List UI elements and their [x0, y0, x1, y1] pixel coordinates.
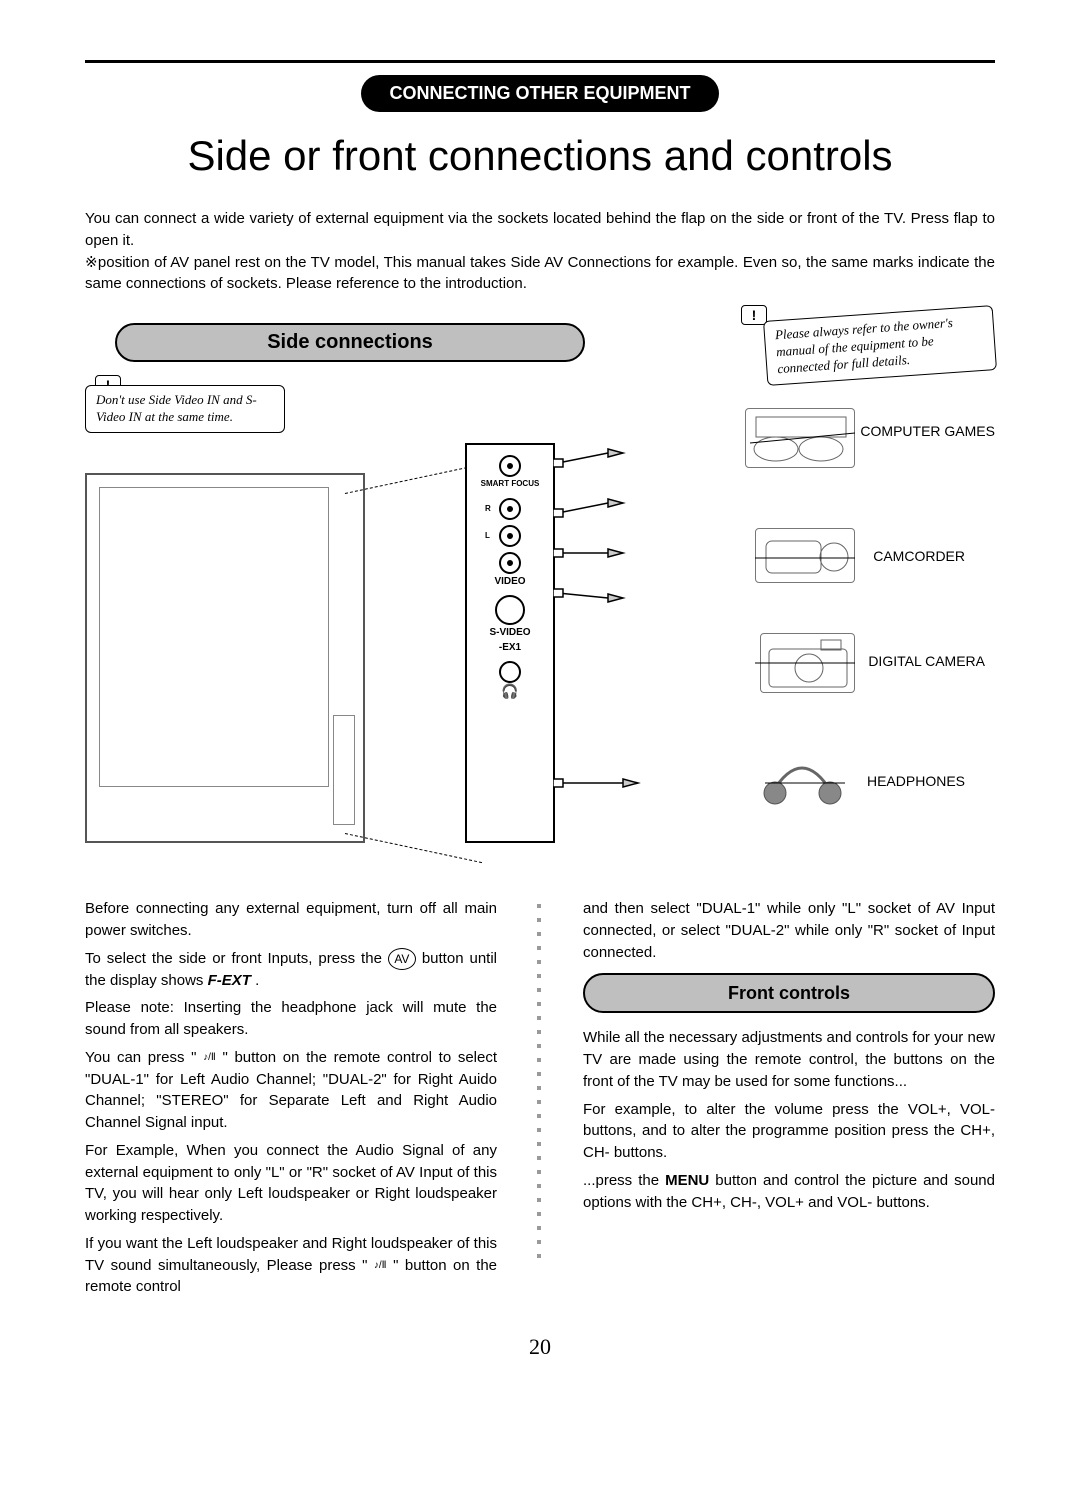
right-p3: For example, to alter the volume press t… — [583, 1099, 995, 1164]
left-p2d: . — [255, 972, 259, 989]
device-games — [745, 408, 855, 468]
note-left: Don't use Side Video IN and S-Video IN a… — [85, 385, 285, 433]
left-p3: Please note: Inserting the headphone jac… — [85, 997, 497, 1041]
left-p5: For Example, When you connect the Audio … — [85, 1140, 497, 1227]
right-p2: While all the necessary adjustments and … — [583, 1027, 995, 1092]
tv-screen — [99, 487, 329, 787]
side-connections-label: Side connections — [115, 323, 585, 362]
left-p2: To select the side or front Inputs, pres… — [85, 948, 497, 992]
top-rule — [85, 60, 995, 63]
jack-svideo — [495, 595, 525, 625]
body-columns: Before connecting any external equipment… — [85, 898, 995, 1304]
tv-side-panel — [333, 715, 355, 825]
note-right: Please always refer to the owner's manua… — [763, 305, 997, 386]
device-digicam — [760, 633, 855, 693]
device-headphones-label: HEADPHONES — [867, 773, 965, 789]
device-camcorder-label: CAMCORDER — [873, 548, 965, 564]
page-number: 20 — [85, 1334, 995, 1360]
dash-line — [345, 464, 482, 494]
left-column: Before connecting any external equipment… — [85, 898, 497, 1304]
jack-video-label: VIDEO — [467, 576, 553, 587]
jack-smartfocus — [499, 455, 521, 477]
jack-svideo-label: S-VIDEO — [467, 627, 553, 638]
left-p2a: To select the side or front Inputs, pres… — [85, 950, 388, 967]
tv-illustration — [85, 473, 365, 843]
jack-headphone — [499, 661, 521, 683]
device-headphones — [760, 753, 845, 808]
device-camcorder — [755, 528, 855, 583]
right-p4: ...press the MENU button and control the… — [583, 1170, 995, 1214]
right-column: and then select "DUAL-1" while only "L" … — [583, 898, 995, 1304]
left-p1: Before connecting any external equipment… — [85, 898, 497, 942]
front-controls-label: Front controls — [583, 973, 995, 1013]
jack-panel: SMART FOCUS R L VIDEO S-VIDEO -EX1 🎧 — [465, 443, 555, 843]
header-pill: CONNECTING OTHER EQUIPMENT — [361, 75, 718, 112]
device-digicam-label: DIGITAL CAMERA — [868, 653, 985, 669]
column-divider — [537, 898, 543, 1304]
left-p2c: F-EXT — [208, 972, 251, 989]
dual-button-icon-2: ♪/Ⅱ — [374, 1261, 387, 1271]
page-title: Side or front connections and controls — [85, 132, 995, 180]
jack-ext-label: -EX1 — [467, 642, 553, 653]
headphone-icon: 🎧 — [467, 683, 553, 700]
dash-line — [345, 833, 482, 863]
left-p4: You can press " ♪/Ⅱ " button on the remo… — [85, 1047, 497, 1134]
right-p1: and then select "DUAL-1" while only "L" … — [583, 898, 995, 963]
device-games-label: COMPUTER GAMES — [860, 423, 995, 439]
warning-icon-right: ! — [741, 305, 767, 325]
jack-smartfocus-label: SMART FOCUS — [467, 479, 553, 488]
av-button-icon: AV — [388, 948, 416, 970]
left-p4a: You can press " — [85, 1049, 203, 1066]
left-p6: If you want the Left loudspeaker and Rig… — [85, 1233, 497, 1298]
diagram: Side connections ! Please always refer t… — [85, 313, 995, 873]
right-p4b: MENU — [665, 1172, 709, 1189]
plug-lines — [553, 443, 753, 843]
intro-text: You can connect a wide variety of extern… — [85, 208, 995, 295]
dual-button-icon: ♪/Ⅱ — [203, 1053, 216, 1063]
right-p4a: ...press the — [583, 1172, 665, 1189]
header-pill-wrap: CONNECTING OTHER EQUIPMENT — [85, 75, 995, 112]
jack-video — [499, 552, 521, 574]
